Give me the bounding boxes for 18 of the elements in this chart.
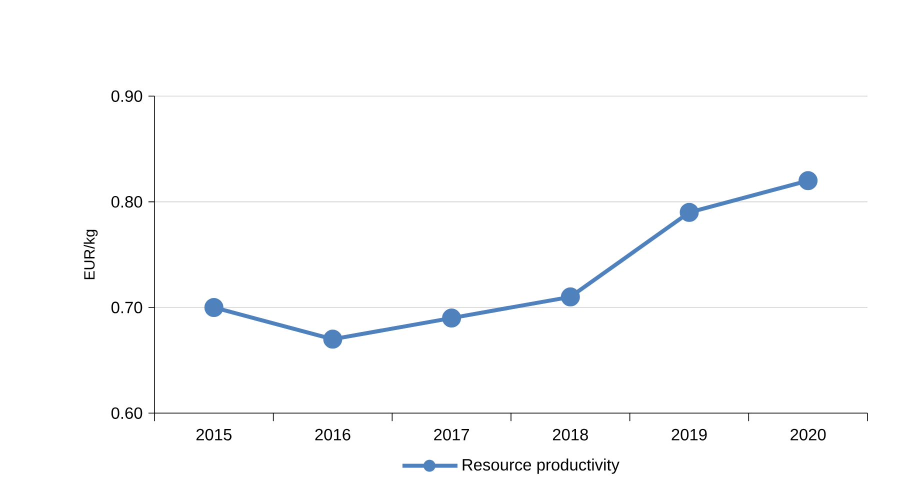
point: [560, 287, 580, 306]
x-tick-label: 2017: [434, 428, 470, 440]
point: [323, 330, 342, 349]
y-axis-title: EUR/kg: [84, 230, 98, 280]
x-tick-label: 2020: [790, 428, 826, 440]
y-tick-label: 0.60: [111, 407, 142, 419]
legend-label: Resource productivity: [462, 458, 620, 474]
x-tick-label: 2019: [672, 428, 707, 440]
x-tick-label: 2018: [552, 428, 588, 440]
point: [798, 171, 818, 190]
y-tick-label: 0.80: [111, 196, 142, 208]
x-tick-label: 2016: [315, 428, 350, 440]
point: [680, 202, 699, 222]
point: [204, 298, 224, 317]
x-tick-label: 2015: [196, 428, 232, 440]
point: [442, 308, 462, 328]
y-tick-label: 0.90: [111, 90, 142, 102]
y-tick-label: 0.70: [111, 302, 142, 314]
